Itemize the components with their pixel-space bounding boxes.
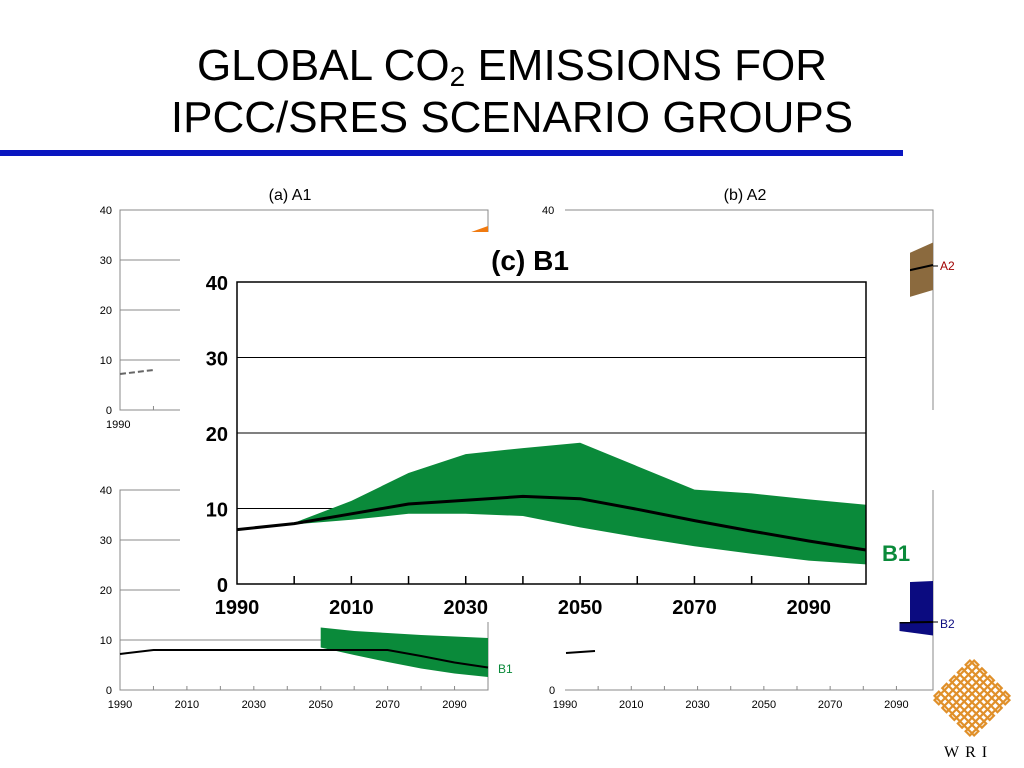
- title-line-1: GLOBAL CO2 EMISSIONS FOR: [196, 41, 828, 92]
- logo-weave-strand: [964, 658, 1012, 706]
- slide-title: GLOBAL CO2 EMISSIONS FOR IPCC/SRES SCENA…: [0, 40, 1024, 144]
- panel-a1-x-tick: 1990: [106, 419, 130, 431]
- panel-bottom-left-x-tick-label: 2070: [375, 699, 399, 711]
- panel-c-y-tick-label: 40: [206, 273, 228, 295]
- panel-bottom-left-y-tick-label: 40: [100, 485, 112, 497]
- panel-bottom-right-x-tick-label: 2070: [818, 699, 842, 711]
- panel-c-x-tick-label: 2090: [787, 597, 832, 619]
- panel-c-x-ticks: 1990 2010 2030 2050 2070 2090: [215, 576, 831, 619]
- panel-a2-series-label: A2: [940, 259, 955, 273]
- panel-c-series-line: [236, 494, 867, 552]
- logo-weave-strand: [964, 690, 1012, 738]
- logo-weave-strand: [932, 658, 980, 706]
- panel-c-y-ticks: 0 10 20 30 40: [206, 273, 228, 597]
- panel-bottom-left-y-tick-label: 10: [100, 635, 112, 647]
- panel-c-frame: [236, 281, 867, 585]
- panel-bottom-left-y-ticks: 0 10 20 30 40: [100, 485, 112, 697]
- panel-a1-y-tick-label: 0: [106, 405, 112, 417]
- panel-bottom-right-x-tick-label: 1990: [553, 699, 577, 711]
- panel-bottom-left-x-tick-label: 2030: [242, 699, 266, 711]
- panel-bottom-left-series-label: B1: [498, 662, 513, 676]
- title-line-2: IPCC/SRES SCENARIO GROUPS: [170, 93, 854, 142]
- panel-c-x-tick-label: 2010: [329, 597, 374, 619]
- panel-a1-y-ticks: 0 10 20 30 40: [100, 205, 112, 417]
- panel-c-y-tick-label: 30: [206, 349, 228, 371]
- panel-a2-y-tick: 40: [542, 205, 554, 217]
- panel-bottom-left-y-tick-label: 0: [106, 685, 112, 697]
- panel-bottom-right-series-label: B2: [940, 617, 955, 631]
- panel-a2-title: (b) A2: [724, 187, 767, 204]
- panel-c-x-tick-label: 2030: [443, 597, 488, 619]
- panel-c-band: [237, 442, 866, 565]
- panel-a1-y-tick-label: 30: [100, 255, 112, 267]
- panel-bottom-left-y-tick-label: 20: [100, 585, 112, 597]
- panel-c-series-label: B1: [882, 541, 910, 566]
- panel-c-x-tick-label: 2070: [672, 597, 717, 619]
- panel-c-y-tick-label: 20: [206, 424, 228, 446]
- panel-bottom-right-y-tick: 0: [549, 685, 555, 697]
- panel-a1-title: (a) A1: [269, 187, 312, 204]
- logo-weave-strand: [956, 682, 1004, 730]
- panel-a1-y-tick-label: 40: [100, 205, 112, 217]
- panel-bottom-right-x-tick-label: 2090: [884, 699, 908, 711]
- panel-bottom-left-x-tick-label: 2090: [442, 699, 466, 711]
- logo-weave-strand: [948, 674, 996, 722]
- logo-weave-strand: [940, 666, 988, 714]
- logo-weave-strand: [948, 674, 996, 722]
- panel-bottom-right-x-tick-label: 2010: [619, 699, 643, 711]
- wri-logo-text: WRI: [944, 744, 994, 761]
- panel-bottom-right-series-stub: [565, 650, 596, 654]
- logo-weave-strand: [932, 690, 980, 738]
- panel-bottom-left-x-tick-label: 2010: [175, 699, 199, 711]
- panel-a1-series-line: [119, 369, 154, 375]
- panel-c-title: (c) B1: [491, 245, 569, 276]
- panel-bottom-left-series-line: [119, 649, 489, 669]
- panel-bottom-left-x-tick-label: 1990: [108, 699, 132, 711]
- panel-bottom-left-y-tick-label: 30: [100, 535, 112, 547]
- panel-c-y-tick-label: 10: [206, 500, 228, 522]
- wri-logo: [932, 658, 1012, 738]
- logo-weave-strand: [956, 666, 1004, 714]
- panel-c-x-tick-label: 2050: [558, 597, 603, 619]
- panel-bottom-right-series-line: [899, 621, 934, 624]
- panel-bottom-right-frame: [565, 490, 934, 691]
- title-underline: [0, 150, 903, 156]
- panel-a1-y-tick-label: 20: [100, 305, 112, 317]
- panel-bottom-left-x-ticks: 1990 2010 2030 2050 2070 2090: [108, 699, 467, 711]
- panel-bottom-right-x-tick-label: 2050: [752, 699, 776, 711]
- panel-c-background: [180, 232, 910, 622]
- panel-a1-y-tick-label: 10: [100, 355, 112, 367]
- panel-c-y-tick-label: 0: [217, 575, 228, 597]
- panel-bottom-right-x-tick-label: 2030: [685, 699, 709, 711]
- panel-a2-frame: [565, 209, 934, 410]
- logo-weave-strand: [940, 682, 988, 730]
- panel-bottom-left-x-tick-label: 2050: [308, 699, 332, 711]
- panel-c-x-tick-label: 1990: [215, 597, 260, 619]
- panel-bottom-right-x-ticks: 1990 2010 2030 2050 2070 2090: [553, 686, 909, 711]
